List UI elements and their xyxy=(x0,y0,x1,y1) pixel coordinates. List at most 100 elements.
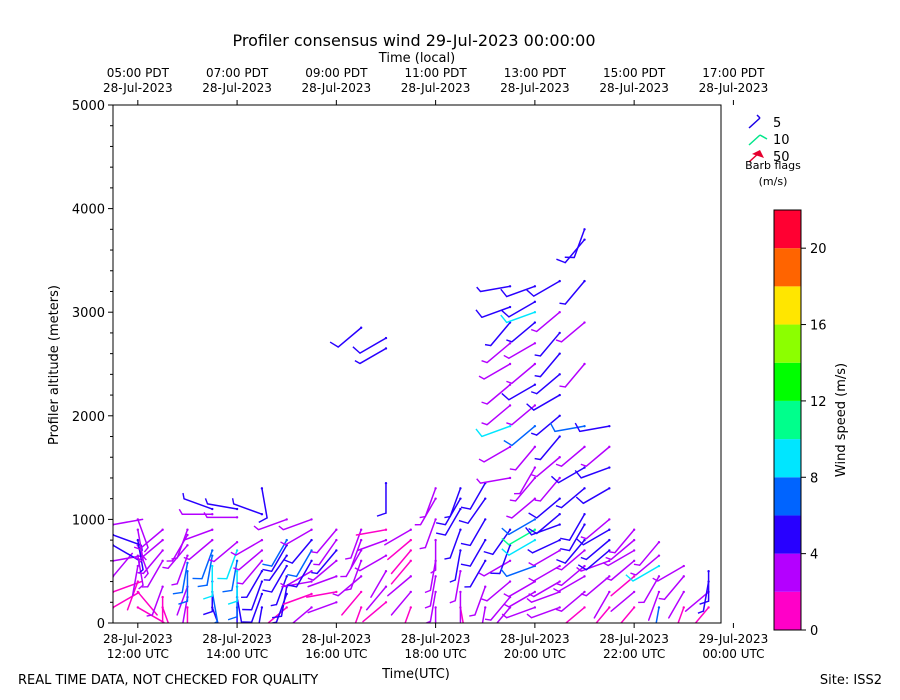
legend-barb-pennant xyxy=(752,150,764,158)
wind-barb xyxy=(475,424,512,438)
wind-barb xyxy=(506,362,537,385)
y-tick-label: 2000 xyxy=(72,410,105,425)
x-tick-time: 16:00 UTC xyxy=(305,647,367,661)
wind-barb xyxy=(555,321,586,343)
wind-barb xyxy=(146,585,164,617)
wind-barb xyxy=(476,285,512,293)
wind-barb xyxy=(658,575,685,601)
top-tick-time: 11:00 PDT xyxy=(405,66,468,80)
wind-barb xyxy=(481,342,512,364)
wind-barb xyxy=(390,590,412,616)
wind-barb xyxy=(280,570,313,587)
x-tick-time: 22:00 UTC xyxy=(603,647,665,661)
wind-barb xyxy=(464,559,487,588)
wind-barb xyxy=(186,606,189,623)
wind-barb xyxy=(501,528,537,546)
wind-barb xyxy=(549,422,586,433)
colorbar-bin xyxy=(774,553,801,592)
y-tick-label: 4000 xyxy=(72,203,105,218)
wind-barb xyxy=(424,575,437,609)
wind-barb xyxy=(236,559,264,585)
colorbar-bin xyxy=(774,439,801,478)
wind-barb xyxy=(501,606,537,619)
wind-barb xyxy=(460,538,487,567)
colorbar-tick-label: 20 xyxy=(810,242,827,257)
x-tick-date: 28-Jul-2023 xyxy=(103,632,173,646)
wind-barb xyxy=(258,487,268,523)
wind-barb xyxy=(625,564,661,582)
colorbar-tick-label: 12 xyxy=(810,395,827,410)
wind-barb xyxy=(530,456,561,478)
wind-barb xyxy=(390,549,412,575)
wind-barb xyxy=(113,552,134,578)
wind-barb xyxy=(365,585,388,611)
wind-barb xyxy=(496,606,512,623)
wind-barb xyxy=(430,538,437,574)
wind-barb xyxy=(503,580,537,598)
wind-barb xyxy=(355,528,388,536)
wind-barb xyxy=(171,554,189,586)
wind-barb xyxy=(501,518,537,536)
top-tick-time: 05:00 PDT xyxy=(107,66,170,80)
wind-barb xyxy=(534,435,561,461)
wind-barb xyxy=(484,595,512,621)
wind-barb xyxy=(530,373,561,395)
wind-barb xyxy=(231,498,264,516)
x-tick-date: 28-Jul-2023 xyxy=(202,632,272,646)
wind-barb xyxy=(183,538,214,561)
wind-barb xyxy=(580,518,611,540)
wind-barb xyxy=(449,570,462,604)
wind-barb xyxy=(478,559,512,577)
wind-barb xyxy=(203,564,214,600)
wind-barb xyxy=(311,549,338,575)
wind-barb xyxy=(182,492,214,511)
wind-barb xyxy=(419,487,437,519)
wind-barb xyxy=(575,528,611,546)
wind-barb xyxy=(278,518,313,531)
wind-barb xyxy=(329,326,363,348)
wind-barb xyxy=(370,570,388,598)
wind-barb xyxy=(253,518,288,531)
wind-barb xyxy=(483,528,512,556)
y-tick-label: 5000 xyxy=(72,99,105,114)
colorbar-bin xyxy=(774,248,801,287)
legend-caption: Barb flags xyxy=(745,159,801,172)
footer-quality-note: REAL TIME DATA, NOT CHECKED FOR QUALITY xyxy=(18,673,319,688)
wind-barb xyxy=(262,544,288,573)
top-tick-time: 15:00 PDT xyxy=(603,66,666,80)
wind-barb xyxy=(291,606,313,623)
wind-barb xyxy=(137,549,164,575)
wind-barb xyxy=(161,595,164,623)
wind-barb xyxy=(287,559,313,588)
wind-barb xyxy=(668,590,685,619)
wind-barb xyxy=(506,404,537,426)
wind-barb xyxy=(258,606,264,623)
wind-barb xyxy=(503,424,537,447)
y-tick-label: 1000 xyxy=(72,513,105,528)
chart-title: Profiler consensus wind 29-Jul-2023 00:0… xyxy=(232,31,595,50)
wind-barb xyxy=(478,445,512,463)
wind-barb xyxy=(313,538,338,566)
legend-barb-icon xyxy=(748,134,761,146)
wind-barb xyxy=(595,606,611,623)
wind-barb xyxy=(475,305,512,319)
wind-barb xyxy=(559,362,586,388)
wind-barb xyxy=(534,352,561,378)
wind-barb xyxy=(481,383,512,405)
wind-barb xyxy=(357,538,388,552)
top-tick-time: 13:00 PDT xyxy=(504,66,567,80)
wind-barb xyxy=(605,559,636,581)
wind-barb xyxy=(608,528,636,554)
wind-barb xyxy=(362,601,388,623)
wind-barb xyxy=(460,518,487,547)
wind-barb xyxy=(340,549,363,578)
wind-barb xyxy=(500,564,537,578)
wind-barb xyxy=(307,559,338,581)
top-axis-label: Time (local) xyxy=(378,51,455,66)
wind-barb xyxy=(577,549,611,571)
wind-barb xyxy=(481,606,487,623)
wind-barb xyxy=(481,404,512,426)
legend-entry-label: 10 xyxy=(773,133,790,148)
wind-barb xyxy=(560,523,586,552)
